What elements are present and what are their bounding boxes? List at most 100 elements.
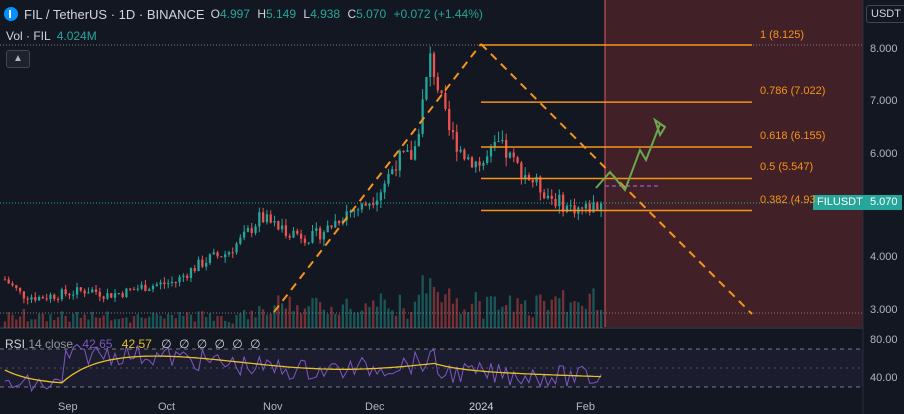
volume-legend[interactable]: Vol · FIL 4.024M <box>6 29 97 43</box>
volume-bar <box>368 306 371 328</box>
chevron-up-icon[interactable]: ▲ <box>6 50 30 68</box>
candle-body <box>508 152 512 158</box>
volume-bar <box>356 312 360 328</box>
volume-bar <box>455 298 458 328</box>
symbol-title[interactable]: FIL / TetherUS · 1D · BINANCE <box>24 6 205 22</box>
time-tick: Feb <box>576 401 595 413</box>
candle-body <box>167 283 170 285</box>
trend-line-down[interactable] <box>480 43 753 315</box>
candle-body <box>303 238 307 243</box>
candle-body <box>30 297 33 300</box>
candle-body <box>159 282 162 285</box>
rsi-legend[interactable]: RSI 14 close 42.65 42.57 ∅ ∅ ∅ ∅ ∅ ∅ <box>5 337 263 351</box>
candle-body <box>94 289 98 292</box>
volume-bar <box>505 305 508 328</box>
candle-body <box>588 203 591 213</box>
volume-bar <box>432 286 436 328</box>
fib-label-0786: 0.786 (7.022) <box>760 85 826 97</box>
candle-body <box>258 212 261 227</box>
candle-body <box>539 176 542 193</box>
candle-body <box>193 268 196 272</box>
forecast-arrow-path[interactable] <box>595 123 661 192</box>
volume-bar <box>182 315 185 328</box>
volume-bar <box>394 315 398 328</box>
volume-bar <box>322 309 326 328</box>
volume-bar <box>436 292 439 328</box>
volume-bar <box>524 300 527 328</box>
candle-body <box>448 108 451 131</box>
current-price-tag: 5.070 <box>866 195 902 210</box>
candle-body <box>520 162 523 180</box>
volume-bar <box>584 308 588 328</box>
candle-body <box>474 161 477 168</box>
volume-bar <box>592 288 595 328</box>
volume-bar <box>429 278 432 328</box>
trend-line-up[interactable] <box>273 43 482 313</box>
candle-body <box>478 161 481 166</box>
volume-bar <box>41 313 45 328</box>
volume-bar <box>531 317 534 328</box>
volume-bar <box>330 306 333 328</box>
volume-bar <box>482 318 485 328</box>
volume-bar <box>459 313 462 328</box>
volume-bar <box>144 318 147 328</box>
candle-body <box>470 157 474 168</box>
volume-bar <box>49 314 52 328</box>
volume-bar <box>243 310 246 328</box>
candle-body <box>299 233 303 239</box>
time-tick: Sep <box>58 401 78 413</box>
volume-bar <box>269 313 272 328</box>
volume-bar <box>7 312 10 328</box>
candle-body <box>558 194 561 207</box>
volume-bar <box>391 310 394 328</box>
candle-body <box>117 293 120 295</box>
candle-body <box>60 289 63 300</box>
candle-body <box>64 289 67 295</box>
volume-bar <box>113 319 117 328</box>
volume-bar <box>197 311 200 328</box>
volume-bar <box>280 303 284 328</box>
candle-body <box>372 203 375 205</box>
candle-body <box>307 242 310 244</box>
volume-bar <box>60 311 63 328</box>
currency-button[interactable]: USDT <box>866 5 904 23</box>
candle-body <box>413 146 417 160</box>
rsi-band <box>0 349 863 387</box>
candle-body <box>129 288 132 290</box>
volume-bar <box>596 309 599 328</box>
candle-body <box>383 183 386 193</box>
forecast-arrow-head <box>653 117 667 138</box>
volume-bar <box>372 300 375 328</box>
volume-bar <box>417 294 420 328</box>
candle-body <box>254 226 257 233</box>
volume-bar <box>550 299 553 328</box>
volume-bar <box>599 309 603 328</box>
volume-bar <box>349 308 352 328</box>
candle-body <box>235 243 238 253</box>
volume-bar <box>83 314 86 328</box>
volume-bar <box>375 306 379 328</box>
candle-body <box>368 203 371 206</box>
candle-body <box>269 214 272 223</box>
volume-bar <box>501 306 504 328</box>
volume-bar <box>379 293 382 328</box>
volume-bar <box>106 311 109 328</box>
candle-body <box>280 225 284 230</box>
volume-bar <box>205 317 208 328</box>
volume-bar <box>345 298 348 328</box>
volume-bar <box>151 312 155 328</box>
volume-bar <box>413 301 417 328</box>
volume-bar <box>53 319 56 328</box>
volume-bar <box>406 318 409 328</box>
volume-bar <box>337 314 341 328</box>
candle-body <box>83 290 86 294</box>
candle-body <box>486 156 489 163</box>
volume-bar <box>561 290 565 328</box>
candle-body <box>239 237 242 244</box>
candle-body <box>543 192 546 199</box>
candle-body <box>318 228 322 240</box>
volume-bar <box>216 315 219 328</box>
candle-body <box>284 225 288 236</box>
candle-body <box>311 230 314 243</box>
